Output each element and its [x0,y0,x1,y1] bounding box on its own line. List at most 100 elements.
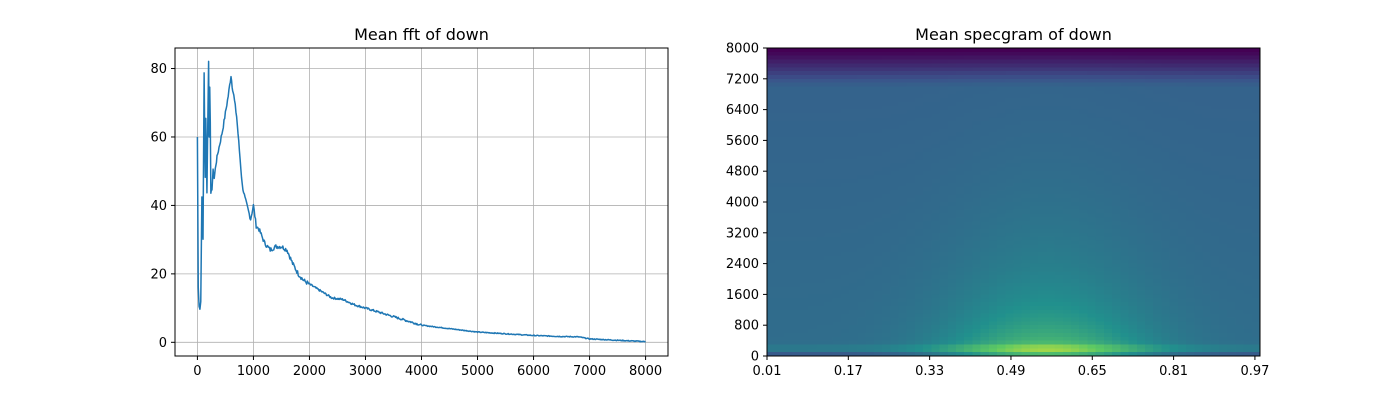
specgram-cell [791,217,801,222]
specgram-cell [1103,228,1113,234]
specgram-cell [808,71,817,76]
specgram-cell [1087,82,1097,88]
specgram-cell [1120,55,1130,61]
specgram-cell [1243,332,1253,338]
specgram-cell [882,290,891,295]
specgram-cell [931,348,941,353]
specgram-cell [988,105,998,111]
specgram-cell [923,252,932,257]
specgram-cell [980,144,990,149]
specgram-cell [1177,267,1187,272]
specgram-cell [1112,198,1121,203]
specgram-cell [1186,94,1195,99]
specgram-cell [1235,302,1245,307]
specgram-cell [791,98,801,103]
specgram-cell [857,286,867,292]
specgram-cell [980,132,990,138]
specgram-cell [799,178,809,184]
specgram-cell [898,167,908,172]
specgram-cell [1194,151,1204,157]
specgram-cell [824,59,834,64]
specgram-cell [865,255,875,261]
specgram-cell [1177,321,1187,326]
specgram-cell [1186,221,1195,226]
specgram-cell [783,344,793,349]
specgram-cell [914,190,924,195]
specgram-cell [1169,348,1179,353]
specgram-cell [882,48,891,53]
specgram-cell [1071,90,1080,95]
specgram-cell [923,132,932,138]
specgram-cell [840,182,850,188]
specgram-cell [1210,132,1220,138]
specgram-cell [997,51,1006,57]
specgram-cell [1251,175,1261,180]
specgram-cell [1186,225,1195,230]
specgram-cell [1120,163,1130,168]
specgram-cell [1243,248,1253,253]
specgram-cell [767,252,776,257]
specgram-cell [914,255,924,261]
specgram-cell [939,159,949,165]
specgram-cell [980,340,990,346]
specgram-cell [1054,302,1064,307]
specgram-cell [1021,186,1031,192]
specgram-cell [1095,117,1105,122]
specgram-cell [1046,190,1056,195]
specgram-cell [1218,282,1228,288]
specgram-cell [865,263,875,269]
specgram-cell [1218,198,1228,203]
specgram-cell [849,275,858,280]
specgram-cell [1243,136,1253,141]
specgram-cell [1046,198,1056,203]
specgram-cell [972,244,982,249]
specgram-cell [1112,167,1121,172]
specgram-cell [1136,236,1146,242]
specgram-cell [1227,178,1236,184]
specgram-cell [882,325,891,330]
specgram-cell [1038,298,1047,303]
specgram-cell [972,151,982,157]
specgram-cell [857,186,867,192]
specgram-cell [873,336,883,342]
specgram-cell [947,151,957,157]
specgram-cell [816,175,826,180]
specgram-cell [1136,98,1146,103]
specgram-cell [832,332,842,338]
specgram-cell [906,209,916,215]
specgram-cell [1177,105,1187,111]
specgram-cell [832,221,842,226]
specgram-cell [1095,352,1105,357]
specgram-cell [1177,275,1187,280]
specgram-cell [1112,275,1121,280]
specgram-cell [1054,252,1064,257]
specgram-cell [832,71,842,76]
specgram-cell [1029,51,1039,57]
specgram-cell [775,63,785,68]
specgram-cell [997,155,1006,161]
specgram-cell [1251,317,1261,322]
specgram-cell [1218,182,1228,188]
specgram-cell [1194,290,1204,295]
specgram-cell [1087,178,1097,184]
specgram-cell [1120,148,1130,153]
specgram-cell [997,140,1006,145]
specgram-cell [783,352,793,357]
specgram-cell [1112,51,1121,57]
specgram-cell [775,90,785,95]
specgram-cell [939,132,949,138]
specgram-cell [898,213,908,218]
specgram-cell [767,286,776,292]
specgram-cell [1120,252,1130,257]
specgram-cell [1013,332,1023,338]
specgram-cell [1161,202,1171,207]
specgram-cell [980,309,990,315]
specgram-cell [865,344,875,349]
specgram-cell [1120,78,1130,84]
specgram-cell [1194,67,1204,72]
specgram-cell [964,51,974,57]
specgram-cell [890,252,900,257]
specgram-cell [1079,125,1089,130]
specgram-cell [997,59,1006,64]
specgram-cell [1169,205,1179,211]
